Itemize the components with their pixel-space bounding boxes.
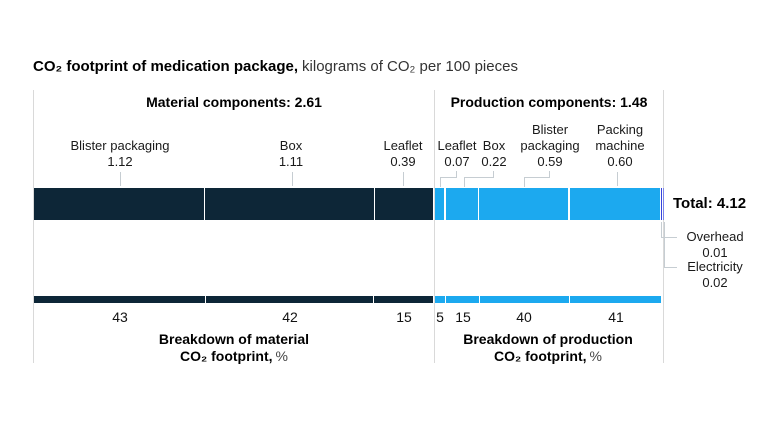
bar-segment-material-box	[205, 188, 374, 220]
leader-tick	[120, 172, 121, 186]
caption-line: CO₂ footprint,	[494, 348, 587, 364]
bar-segment-production-packing-machine	[569, 188, 660, 220]
label-value: 1.11	[278, 154, 304, 169]
label-material-box: Box 1.11	[279, 138, 303, 170]
label-text: Box	[279, 138, 303, 153]
bar-segment-other-overhead	[661, 188, 663, 220]
label-text: Blister packaging	[70, 138, 170, 153]
leader-bracket	[524, 177, 525, 187]
label-value: 1.12	[107, 154, 133, 169]
label-value: 0.22	[481, 154, 507, 169]
bar-segment-production-blister-packaging	[479, 188, 568, 220]
caption-unit: %	[589, 348, 602, 364]
leader-tick	[617, 172, 618, 186]
annotation-value: 0.01	[702, 245, 728, 260]
leader-tick	[403, 172, 404, 186]
label-text: Packing machine	[595, 122, 645, 153]
leader-elbow-overhead	[661, 222, 662, 238]
label-text: Box	[482, 138, 506, 153]
production-pct-segment-3	[570, 296, 661, 303]
material-pct-segment-0	[34, 296, 205, 303]
leader-bracket	[440, 177, 441, 187]
label-production-leaflet: Leaflet 0.07	[437, 138, 476, 170]
gridline-right	[663, 90, 664, 363]
label-production-packing-machine: Packing machine 0.60	[577, 122, 663, 170]
production-pct-segment-2	[480, 296, 569, 303]
gridline-left	[33, 90, 34, 363]
leader-bracket	[524, 177, 550, 178]
gridline-middle	[434, 90, 435, 363]
label-value: 0.39	[390, 154, 416, 169]
label-production-box: Box 0.22	[481, 138, 506, 170]
caption-material: Breakdown of material CO₂ footprint,%	[159, 331, 309, 365]
label-text: Leaflet	[383, 138, 423, 153]
bar-segment-material-blister-packaging	[34, 188, 204, 220]
section-header-material: Material components: 2.61	[146, 94, 322, 110]
caption-line: Breakdown of material	[158, 331, 310, 347]
leader-elbow-overhead	[661, 237, 677, 238]
production-percent-bar	[435, 296, 661, 303]
label-material-leaflet: Leaflet 0.39	[383, 138, 422, 170]
pct-material-box: 42	[282, 309, 298, 325]
bar-segment-material-leaflet	[375, 188, 434, 220]
leader-elbow-electricity	[664, 222, 665, 268]
label-value: 0.59	[537, 154, 563, 169]
pct-material-blister: 43	[112, 309, 128, 325]
production-pct-segment-1	[446, 296, 479, 303]
caption-production: Breakdown of production CO₂ footprint,%	[463, 331, 633, 365]
leader-elbow-electricity	[664, 267, 677, 268]
label-text: Blister packaging	[520, 122, 580, 153]
total-label: Total: 4.12	[673, 195, 747, 212]
leader-bracket	[456, 171, 457, 178]
main-stacked-bar	[34, 188, 667, 220]
label-production-blister-packaging: Blister packaging 0.59	[507, 122, 593, 170]
material-pct-segment-1	[206, 296, 373, 303]
annotation-electricity: Electricity 0.02	[687, 259, 743, 291]
material-pct-segment-2	[374, 296, 433, 303]
leader-tick	[292, 172, 293, 186]
annotation-value: 0.02	[702, 275, 728, 290]
pct-production-packing: 41	[608, 309, 624, 325]
chart-title-units: kilograms of CO₂ per 100 pieces	[302, 58, 518, 75]
leader-bracket	[440, 177, 457, 178]
chart-title: CO₂ footprint of medication package, kilo…	[33, 58, 518, 75]
annotation-overhead: Overhead 0.01	[686, 229, 743, 261]
pct-production-blister: 40	[516, 309, 532, 325]
production-pct-segment-0	[435, 296, 445, 303]
leader-bracket	[549, 171, 550, 178]
pct-production-leaflet: 5	[436, 309, 444, 325]
caption-line: CO₂ footprint,	[180, 348, 273, 364]
material-percent-bar	[34, 296, 434, 303]
bar-segment-other-electricity	[662, 188, 665, 220]
bar-segment-production-box	[445, 188, 478, 220]
pct-material-leaflet: 15	[396, 309, 412, 325]
pct-production-box: 15	[455, 309, 471, 325]
annotation-text: Electricity	[687, 259, 743, 274]
leader-bracket	[493, 171, 494, 178]
bar-segment-production-leaflet	[434, 188, 445, 220]
label-text: Leaflet	[437, 138, 477, 153]
leader-bracket	[464, 177, 465, 187]
section-header-production: Production components: 1.48	[450, 94, 648, 110]
label-value: 0.07	[444, 154, 470, 169]
leader-bracket	[464, 177, 494, 178]
label-value: 0.60	[607, 154, 633, 169]
caption-unit: %	[275, 348, 288, 364]
annotation-text: Overhead	[686, 229, 744, 244]
caption-line: Breakdown of production	[463, 331, 633, 347]
chart-title-main: CO₂ footprint of medication package,	[33, 58, 299, 75]
label-material-blister-packaging: Blister packaging 1.12	[71, 138, 170, 170]
